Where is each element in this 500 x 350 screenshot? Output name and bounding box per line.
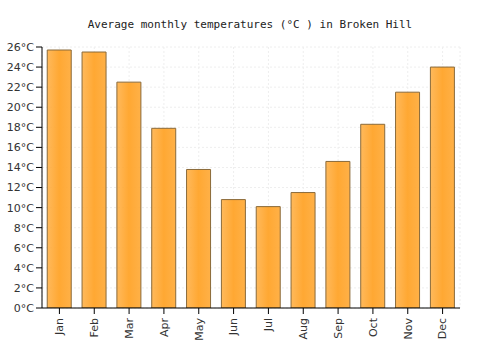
svg-text:May: May	[193, 318, 206, 341]
svg-text:Mar: Mar	[123, 318, 136, 339]
svg-text:16°C: 16°C	[8, 141, 34, 154]
svg-text:Feb: Feb	[88, 318, 101, 337]
svg-text:18°C: 18°C	[8, 121, 34, 134]
svg-text:14°C: 14°C	[8, 161, 34, 174]
svg-text:20°C: 20°C	[8, 101, 34, 114]
svg-text:Oct: Oct	[367, 317, 380, 337]
svg-text:Aug: Aug	[297, 318, 310, 339]
svg-text:6°C: 6°C	[14, 242, 34, 255]
svg-text:Jun: Jun	[227, 318, 240, 336]
svg-text:26°C: 26°C	[8, 41, 34, 54]
svg-text:Sep: Sep	[332, 318, 345, 339]
html-text:Average monthly temperatures (: Average monthly temperatures (°C ) in Br…	[87, 18, 413, 31]
svg-text:10°C: 10°C	[8, 202, 34, 215]
svg-text:22°C: 22°C	[8, 81, 34, 94]
svg-text:Jan: Jan	[53, 318, 66, 336]
svg-text:24°C: 24°C	[8, 61, 34, 74]
svg-text:Apr: Apr	[158, 318, 171, 338]
svg-text:12°C: 12°C	[8, 181, 34, 194]
svg-text:2°C: 2°C	[14, 282, 34, 295]
svg-text:8°C: 8°C	[14, 222, 34, 235]
svg-text:Nov: Nov	[402, 318, 415, 340]
svg-text:Jul: Jul	[262, 318, 275, 332]
svg-text:0°C: 0°C	[14, 302, 34, 315]
svg-text:Dec: Dec	[436, 318, 449, 339]
svg-text:4°C: 4°C	[14, 262, 34, 275]
